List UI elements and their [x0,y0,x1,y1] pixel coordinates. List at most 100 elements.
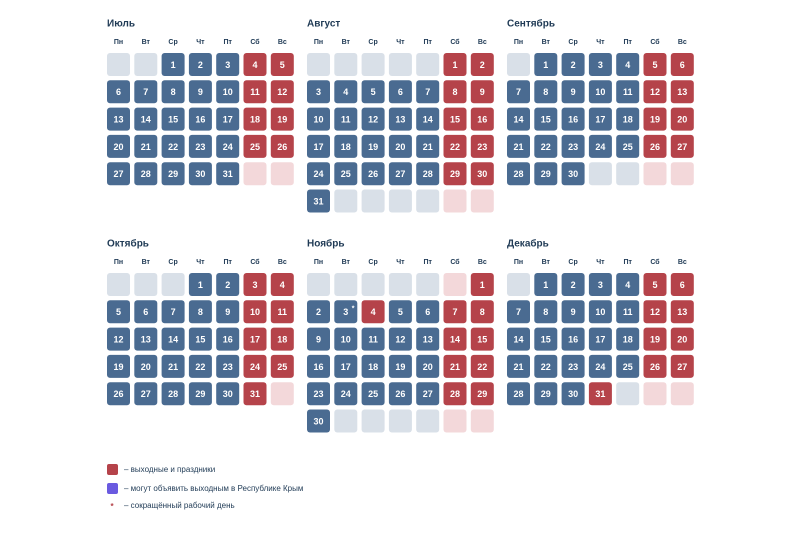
day-number: 25 [341,169,351,179]
day-number: 26 [650,142,660,152]
day-cell [107,327,130,351]
day-cell [588,354,612,378]
empty-cell [616,382,640,406]
day-number: 11 [250,87,260,97]
day-number: 6 [680,60,685,70]
empty-cell [361,409,385,433]
day-number: 8 [171,87,176,97]
day-number: 18 [277,334,287,344]
day-number: 11 [368,334,378,344]
day-cell [334,327,358,351]
day-number: 17 [595,114,605,124]
day-cell [534,327,558,351]
day-cell [216,107,240,131]
day-cell [307,354,330,378]
day-number: 9 [480,87,485,97]
day-cell [443,382,467,406]
day-number: 21 [513,142,523,152]
day-cell [416,382,440,406]
day-cell [307,189,330,213]
day-cell [388,327,412,351]
day-cell [161,327,185,351]
weekday: Вт [342,259,351,266]
day-cell [534,162,558,186]
day-cell [134,107,158,131]
day-cell [243,327,267,351]
empty-cell [388,409,412,433]
day-cell [270,300,294,324]
day-number: 5 [116,307,121,317]
empty-cell [507,53,530,76]
empty-cell [107,273,130,296]
empty-cell [361,189,385,213]
day-cell [107,134,130,158]
day-number: 28 [168,389,178,399]
legend-marker: * [110,502,114,511]
day-number: 13 [423,334,433,344]
day-cell [361,300,385,324]
day-number: 22 [168,142,178,152]
day-number: 6 [398,87,403,97]
day-cell [507,80,530,104]
day-number: 4 [280,280,285,290]
day-cell [134,162,158,186]
empty-cell [470,189,494,213]
weekday: Пн [314,39,323,46]
day-number: 17 [595,334,605,344]
day-cell [616,300,640,324]
day-number: 14 [513,114,523,124]
day-cell [270,354,294,378]
day-cell [388,300,412,324]
day-number: 18 [341,142,351,152]
day-cell [470,162,494,186]
day-number: 14 [141,114,151,124]
day-cell [134,327,158,351]
weekday: Пт [423,259,432,266]
day-number: 14 [423,114,433,124]
weekday: Чт [396,259,405,266]
empty-cell [134,273,158,296]
day-cell [307,327,330,351]
weekday: Чт [596,259,605,266]
day-cell [334,134,358,158]
day-cell [134,300,158,324]
day-cell [416,80,440,104]
day-cell [616,354,640,378]
day-cell [334,107,358,131]
day-number: 23 [223,362,233,372]
day-number: 19 [395,362,405,372]
empty-cell [270,382,294,406]
day-number: 7 [516,307,521,317]
day-number: 6 [116,87,121,97]
day-number: 18 [623,334,633,344]
day-cell [534,107,558,131]
day-number: 24 [341,389,351,399]
day-number: 13 [395,114,405,124]
day-cell [334,162,358,186]
empty-cell [334,53,358,76]
day-cell [507,162,530,186]
day-number: 5 [398,307,403,317]
day-cell [534,382,558,406]
day-number: 4 [625,280,630,290]
day-cell [307,134,330,158]
day-number: 1 [543,60,548,70]
empty-cell [670,382,694,406]
day-number: 19 [650,334,660,344]
day-number: 8 [543,87,548,97]
day-number: 1 [480,280,485,290]
day-number: 16 [223,334,233,344]
day-number: 16 [568,334,578,344]
weekday: Пн [114,259,123,266]
day-number: 10 [250,307,260,317]
day-cell [561,327,585,351]
legend-swatch [107,483,118,494]
day-number: 26 [113,389,123,399]
day-number: 4 [252,60,257,70]
day-cell [334,80,358,104]
empty-cell [334,273,358,296]
day-cell [561,53,585,76]
day-number: 2 [198,60,203,70]
day-number: 8 [452,87,457,97]
day-number: 23 [568,142,578,152]
